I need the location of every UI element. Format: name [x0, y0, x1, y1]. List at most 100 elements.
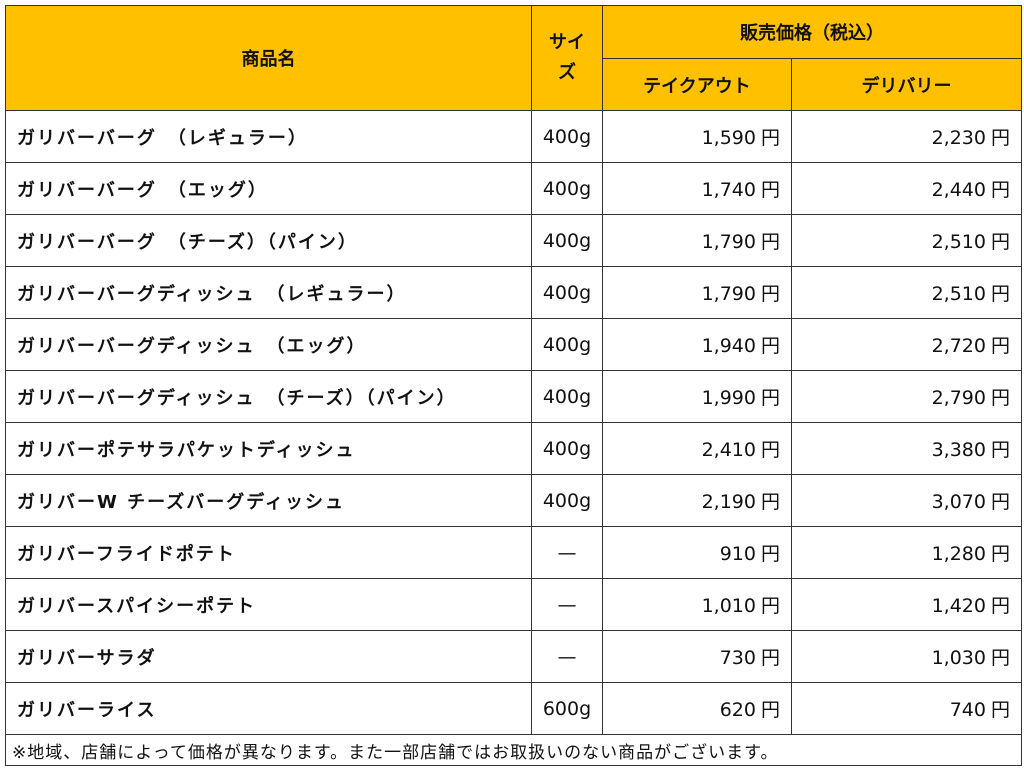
header-delivery: デリバリー: [791, 58, 1022, 111]
takeout-price-cell: 2,410 円: [602, 422, 792, 475]
yen-unit: 円: [990, 335, 1010, 357]
yen-unit: 円: [990, 179, 1010, 201]
table-row: ガリバーバーグ （チーズ）（パイン） 400g 1,790 円 2,510 円: [5, 214, 1022, 267]
delivery-amount: 2,790: [931, 387, 986, 409]
table-row: ガリバーポテサラパケットディッシュ 400g 2,410 円 3,380 円: [5, 422, 1022, 475]
product-name-cell: ガリバーライス: [5, 682, 532, 735]
delivery-amount: 1,030: [931, 647, 986, 669]
product-name-cell: ガリバーバーグ （エッグ）: [5, 162, 532, 215]
yen-unit: 円: [990, 127, 1010, 149]
delivery-amount: 740: [949, 699, 986, 721]
table-row: ガリバーバーグディッシュ （エッグ） 400g 1,940 円 2,720 円: [5, 318, 1022, 371]
takeout-amount: 1,940: [701, 335, 756, 357]
takeout-amount: 2,410: [701, 439, 756, 461]
takeout-price-cell: 620 円: [602, 682, 792, 735]
takeout-price-cell: 1,790 円: [602, 266, 792, 319]
size-cell: 400g: [531, 370, 603, 423]
delivery-price-cell: 2,510 円: [791, 214, 1022, 267]
product-name-cell: ガリバーバーグ （チーズ）（パイン）: [5, 214, 532, 267]
takeout-amount: 2,190: [701, 491, 756, 513]
takeout-amount: 620: [719, 699, 756, 721]
delivery-price-cell: 2,510 円: [791, 266, 1022, 319]
header-price-group: 販売価格（税込）: [602, 5, 1022, 59]
size-cell: 400g: [531, 266, 603, 319]
delivery-price-cell: 2,790 円: [791, 370, 1022, 423]
takeout-amount: 1,990: [701, 387, 756, 409]
delivery-amount: 3,070: [931, 491, 986, 513]
header-row-top: 商品名 サイ ズ 販売価格（税込）: [5, 5, 1022, 111]
yen-unit: 円: [760, 283, 780, 305]
takeout-amount: 1,010: [701, 595, 756, 617]
delivery-amount: 2,510: [931, 231, 986, 253]
size-cell: 600g: [531, 682, 603, 735]
delivery-price-cell: 1,280 円: [791, 526, 1022, 579]
takeout-amount: 910: [719, 543, 756, 565]
takeout-price-cell: 2,190 円: [602, 474, 792, 527]
yen-unit: 円: [760, 699, 780, 721]
header-row-bottom: テイクアウト デリバリー: [6, 58, 1022, 111]
takeout-price-cell: 910 円: [602, 526, 792, 579]
yen-unit: 円: [760, 231, 780, 253]
table-row: ガリバーフライドポテト — 910 円 1,280 円: [5, 526, 1022, 579]
yen-unit: 円: [990, 595, 1010, 617]
table-row: ガリバーバーグ （エッグ） 400g 1,740 円 2,440 円: [5, 162, 1022, 215]
delivery-price-cell: 2,230 円: [791, 110, 1022, 163]
yen-unit: 円: [760, 543, 780, 565]
yen-unit: 円: [990, 647, 1010, 669]
product-name-cell: ガリバーポテサラパケットディッシュ: [5, 422, 532, 475]
takeout-price-cell: 1,940 円: [602, 318, 792, 371]
delivery-amount: 2,230: [931, 127, 986, 149]
size-cell: —: [531, 630, 603, 683]
takeout-amount: 730: [719, 647, 756, 669]
delivery-amount: 1,420: [931, 595, 986, 617]
size-cell: 400g: [531, 110, 603, 163]
table-body: ガリバーバーグ （レギュラー） 400g 1,590 円 2,230 円 ガリバーバ…: [5, 110, 1022, 735]
yen-unit: 円: [760, 127, 780, 149]
yen-unit: 円: [990, 231, 1010, 253]
table-row: ガリバーW チーズバーグディッシュ 400g 2,190 円 3,070 円: [5, 474, 1022, 527]
yen-unit: 円: [760, 179, 780, 201]
takeout-amount: 1,590: [701, 127, 756, 149]
yen-unit: 円: [760, 335, 780, 357]
size-cell: 400g: [531, 422, 603, 475]
takeout-price-cell: 1,990 円: [602, 370, 792, 423]
size-cell: —: [531, 578, 603, 631]
table-header: 商品名 サイ ズ 販売価格（税込） テイクアウト デリバリー: [5, 5, 1022, 111]
product-name-cell: ガリバーバーグ （レギュラー）: [5, 110, 532, 163]
yen-unit: 円: [990, 387, 1010, 409]
yen-unit: 円: [760, 595, 780, 617]
size-cell: 400g: [531, 318, 603, 371]
delivery-amount: 2,440: [931, 179, 986, 201]
delivery-amount: 2,720: [931, 335, 986, 357]
header-size: サイ ズ: [531, 5, 603, 111]
takeout-price-cell: 1,590 円: [602, 110, 792, 163]
size-cell: 400g: [531, 474, 603, 527]
yen-unit: 円: [760, 491, 780, 513]
delivery-price-cell: 3,070 円: [791, 474, 1022, 527]
header-size-line1: サイ: [549, 32, 585, 53]
yen-unit: 円: [990, 543, 1010, 565]
yen-unit: 円: [990, 491, 1010, 513]
table-row: ガリバースパイシーポテト — 1,010 円 1,420 円: [5, 578, 1022, 631]
note-row: ※地域、店舗によって価格が異なります。また一部店舗ではお取扱いのない商品がござい…: [5, 734, 1022, 766]
takeout-amount: 1,790: [701, 283, 756, 305]
header-product-name: 商品名: [5, 5, 532, 111]
table-row: ガリバーバーグ （レギュラー） 400g 1,590 円 2,230 円: [5, 110, 1022, 163]
product-name-cell: ガリバーバーグディッシュ （エッグ）: [5, 318, 532, 371]
yen-unit: 円: [760, 439, 780, 461]
delivery-price-cell: 2,720 円: [791, 318, 1022, 371]
delivery-price-cell: 1,420 円: [791, 578, 1022, 631]
delivery-price-cell: 1,030 円: [791, 630, 1022, 683]
delivery-amount: 1,280: [931, 543, 986, 565]
price-note: ※地域、店舗によって価格が異なります。また一部店舗ではお取扱いのない商品がござい…: [5, 734, 1022, 766]
product-name-cell: ガリバーW チーズバーグディッシュ: [5, 474, 532, 527]
takeout-price-cell: 1,790 円: [602, 214, 792, 267]
takeout-price-cell: 1,740 円: [602, 162, 792, 215]
product-name-cell: ガリバーバーグディッシュ （チーズ）（パイン）: [5, 370, 532, 423]
takeout-amount: 1,740: [701, 179, 756, 201]
product-name-cell: ガリバースパイシーポテト: [5, 578, 532, 631]
takeout-amount: 1,790: [701, 231, 756, 253]
table-row: ガリバーライス 600g 620 円 740 円: [5, 682, 1022, 735]
yen-unit: 円: [990, 283, 1010, 305]
yen-unit: 円: [760, 647, 780, 669]
